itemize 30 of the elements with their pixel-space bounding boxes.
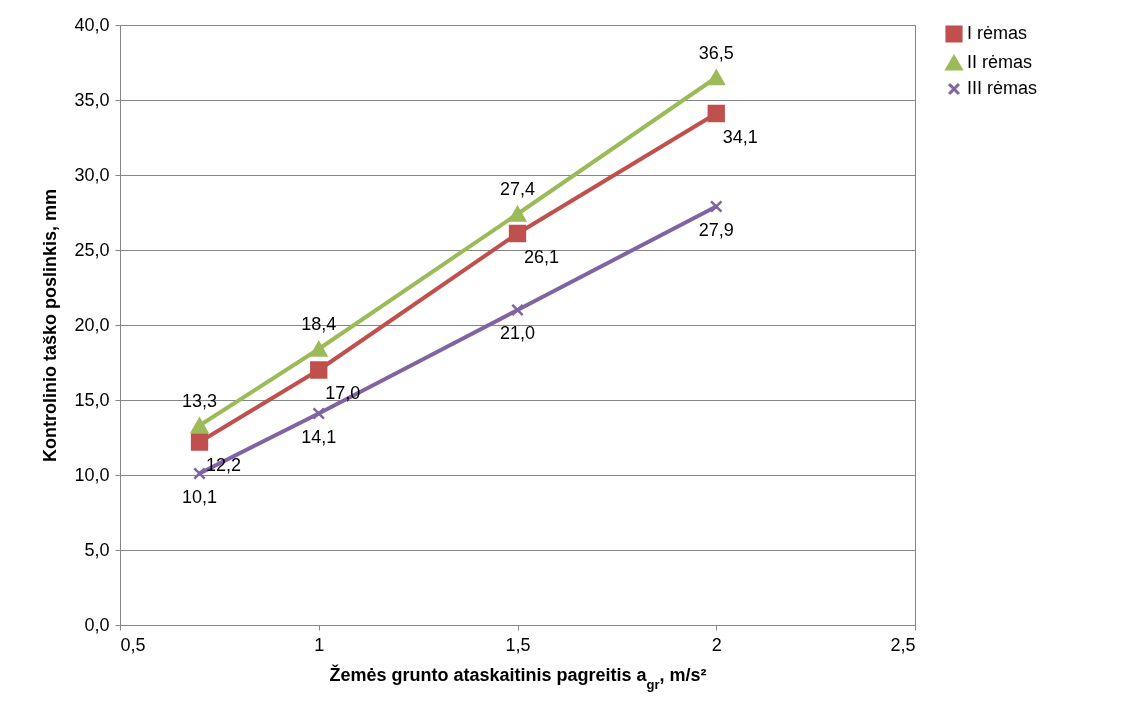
y-tick-label: 0,0 — [84, 614, 110, 635]
data-label: 14,1 — [301, 426, 337, 447]
data-label: 21,0 — [499, 323, 536, 343]
data-label: 26,1 — [523, 246, 560, 267]
y-tick-label: 20,0 — [74, 314, 110, 335]
legend-label: II rėmas — [967, 52, 1033, 72]
x-tick-label: 2,5 — [890, 634, 916, 655]
y-tick-label: 30,0 — [74, 164, 110, 185]
x-axis-title: Žemės grunto ataskaitinis pagreitis a$_{gr}$, m/s² — [329, 663, 707, 691]
data-label: 10,1 — [181, 486, 218, 507]
data-label: 17,0 — [325, 383, 361, 403]
y-axis-title: Kontrolinio taško poslinkis, mm — [40, 188, 61, 463]
data-label: 36,5 — [698, 42, 734, 63]
data-label: 18,4 — [301, 314, 337, 334]
x-tick-label: 1,5 — [505, 634, 531, 655]
data-label: 13,3 — [181, 390, 218, 411]
y-tick-label: 15,0 — [74, 389, 110, 410]
legend-label: I rėmas — [967, 23, 1028, 43]
legend-label: III rėmas — [967, 78, 1038, 98]
y-tick-label: 5,0 — [84, 539, 110, 560]
y-tick-label: 40,0 — [74, 14, 110, 35]
data-label: 27,4 — [499, 179, 536, 199]
data-label: 34,1 — [722, 126, 758, 147]
y-tick-label: 35,0 — [74, 89, 110, 110]
y-tick-label: 25,0 — [74, 239, 110, 260]
x-tick-label: 2 — [711, 634, 722, 655]
y-tick-label: 10,0 — [74, 464, 110, 485]
x-tick-label: 1 — [314, 634, 325, 655]
x-tick-label: 0,5 — [120, 634, 146, 655]
data-label: 27,9 — [698, 219, 734, 240]
